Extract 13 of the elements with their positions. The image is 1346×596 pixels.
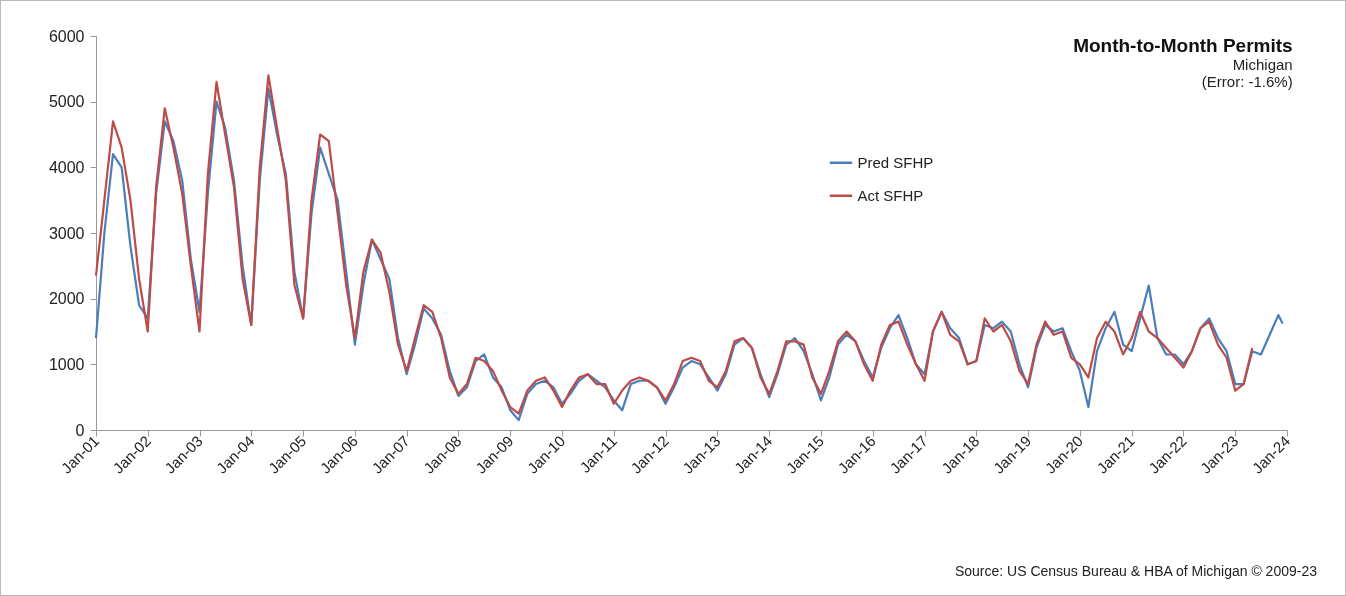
y-tick-label: 2000 — [48, 290, 85, 308]
y-tick-label: 4000 — [48, 158, 85, 176]
text: Michigan — [1232, 56, 1293, 73]
y-tick-label: 3000 — [48, 224, 85, 242]
chart-title: Month-to-Month Permits — [1073, 35, 1293, 56]
y-tick-label: 0 — [75, 421, 85, 439]
y-tick-label: 5000 — [48, 93, 85, 111]
y-tick-label: 1000 — [48, 355, 85, 373]
y-tick-label: 6000 — [48, 27, 85, 45]
legend-label: Pred SFHP — [857, 153, 934, 171]
source-note: Source: US Census Bureau & HBA of Michigan © 2009-23 — [954, 563, 1317, 579]
annotation: (Error: -1.6%) — [1201, 73, 1293, 90]
legend-label: Act SFHP — [857, 186, 924, 204]
